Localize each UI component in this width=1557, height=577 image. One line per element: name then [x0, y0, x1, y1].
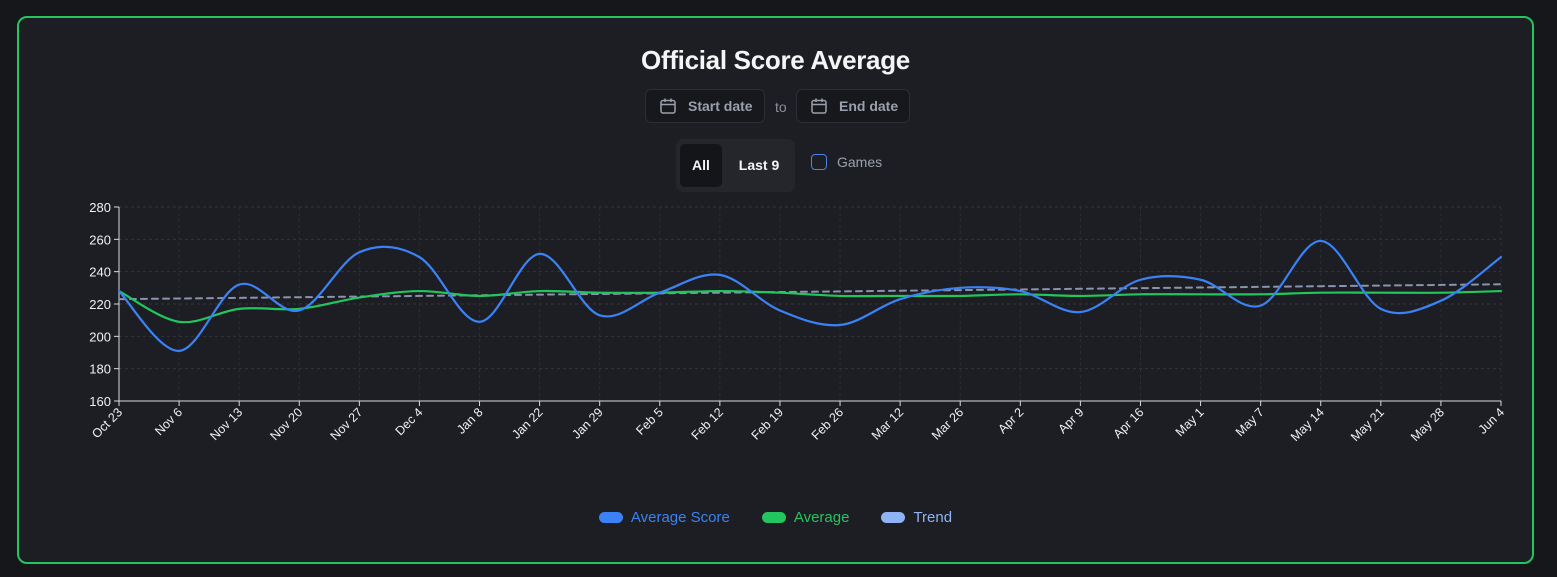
legend-item-average[interactable]: Average	[761, 509, 850, 526]
x-tick-label: Jun 4	[1476, 405, 1508, 437]
x-tick-label: Apr 9	[1055, 405, 1086, 436]
start-date-placeholder: Start date	[688, 98, 753, 114]
legend-label-trend: Trend	[913, 509, 953, 526]
y-tick-label: 280	[89, 200, 111, 215]
x-tick-label: Feb 5	[633, 405, 666, 438]
chart-legend: Average Score Average Trend	[19, 509, 1532, 526]
end-date-input[interactable]: End date	[796, 89, 910, 123]
range-toggle: All Last 9	[676, 139, 795, 192]
x-tick-label: Feb 12	[689, 405, 726, 442]
calendar-icon	[811, 98, 827, 114]
series-line-average	[117, 289, 1503, 324]
calendar-icon	[660, 98, 676, 114]
games-checkbox[interactable]	[811, 154, 827, 170]
legend-item-trend[interactable]: Trend	[881, 509, 952, 526]
games-label: Games	[837, 154, 883, 170]
x-tick-label: Jan 22	[509, 405, 545, 441]
x-tick-label: Jan 8	[454, 405, 486, 437]
series-line-trend	[118, 283, 1502, 301]
y-tick-label: 260	[89, 232, 111, 247]
end-date-placeholder: End date	[839, 98, 899, 114]
chart-title: Official Score Average	[641, 45, 910, 75]
to-label: to	[775, 99, 787, 115]
x-tick-label: Nov 6	[152, 405, 185, 438]
y-tick-label: 200	[89, 329, 111, 344]
x-tick-label: Feb 26	[809, 405, 846, 442]
chart-card: Official Score Average Start date to End…	[17, 16, 1534, 564]
legend-swatch-average-score	[598, 512, 623, 523]
legend-item-average-score[interactable]: Average Score	[598, 509, 730, 526]
legend-swatch-average	[761, 512, 786, 523]
games-toggle[interactable]: Games	[811, 154, 882, 170]
x-tick-label: Feb 19	[749, 405, 786, 442]
last-9-button[interactable]: Last 9	[738, 157, 780, 173]
x-tick-label: May 1	[1173, 405, 1207, 439]
y-tick-label: 220	[89, 297, 111, 312]
x-tick-label: Jan 29	[569, 405, 605, 441]
x-tick-label: Mar 12	[869, 405, 906, 442]
x-tick-label: May 21	[1348, 405, 1387, 444]
legend-swatch-trend	[881, 512, 906, 523]
x-tick-label: May 28	[1408, 405, 1447, 444]
x-tick-label: May 7	[1233, 405, 1267, 439]
x-tick-label: Apr 2	[995, 405, 1026, 436]
all-button[interactable]: All	[680, 144, 722, 187]
x-tick-label: May 14	[1288, 405, 1327, 444]
y-tick-label: 180	[89, 362, 111, 377]
y-tick-label: 240	[89, 265, 111, 280]
x-tick-label: Mar 26	[929, 405, 966, 442]
x-tick-label: Dec 4	[393, 405, 426, 438]
x-tick-label: Oct 23	[89, 405, 125, 441]
x-tick-label: Nov 13	[207, 405, 245, 443]
series-line-average-score	[117, 239, 1503, 352]
x-tick-label: Nov 27	[328, 405, 366, 443]
legend-label-average: Average	[793, 509, 850, 526]
x-tick-label: Apr 16	[1111, 405, 1147, 441]
y-tick-label: 160	[89, 394, 111, 409]
x-tick-label: Nov 20	[267, 405, 305, 443]
line-chart: 160 180 200 220 240 260 280 Oct 23 Nov 6 Nov 13 No…	[89, 200, 1508, 444]
start-date-input[interactable]: Start date	[645, 89, 765, 123]
legend-label-average-score: Average Score	[630, 509, 730, 526]
